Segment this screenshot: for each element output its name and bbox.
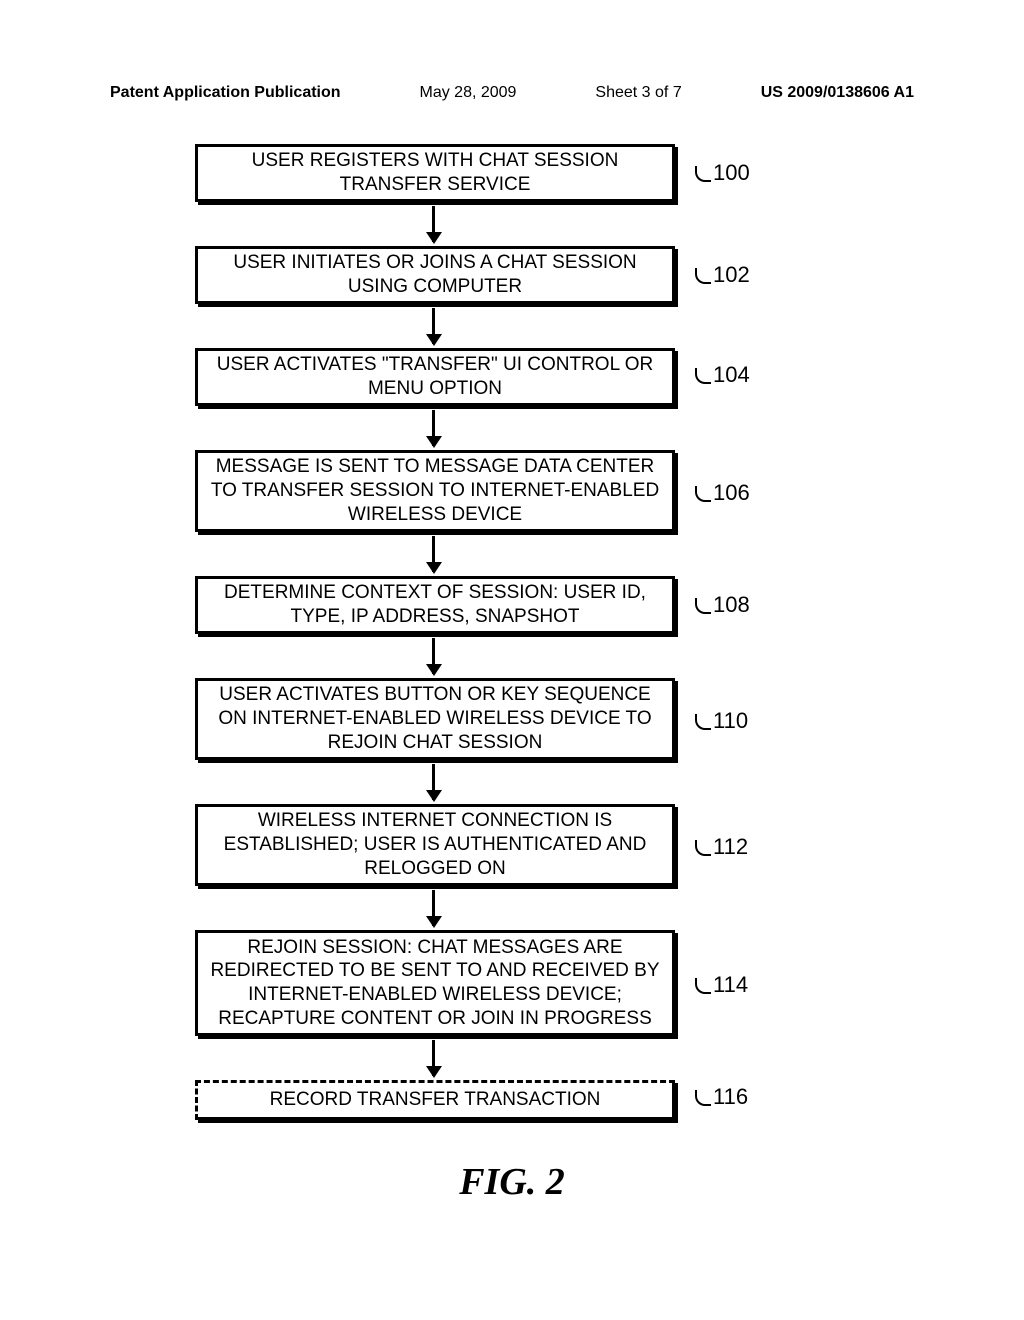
flow-arrow-1 [432, 308, 435, 344]
flow-step-100: USER REGISTERS WITH CHAT SESSION TRANSFE… [195, 144, 675, 202]
flow-arrow-5 [432, 764, 435, 800]
flow-ref-104: 104 [695, 362, 750, 388]
flow-step-114: REJOIN SESSION: CHAT MESSAGES ARE REDIRE… [195, 930, 675, 1036]
patent-page: Patent Application Publication May 28, 2… [0, 0, 1024, 1320]
flow-step-106: MESSAGE IS SENT TO MESSAGE DATA CENTER T… [195, 450, 675, 532]
figure-caption: FIG. 2 [0, 1160, 1024, 1204]
flow-step-108: DETERMINE CONTEXT OF SESSION: USER ID, T… [195, 576, 675, 634]
flow-arrow-0 [432, 206, 435, 242]
document-number: US 2009/0138606 A1 [761, 84, 914, 102]
flow-ref-116: 116 [695, 1084, 748, 1110]
flow-ref-112: 112 [695, 834, 748, 860]
flow-arrow-4 [432, 638, 435, 674]
flow-step-104: USER ACTIVATES "TRANSFER" UI CONTROL OR … [195, 348, 675, 406]
flowchart: USER REGISTERS WITH CHAT SESSION TRANSFE… [0, 140, 1024, 1320]
publication-date: May 28, 2009 [420, 84, 517, 102]
flow-step-102: USER INITIATES OR JOINS A CHAT SESSION U… [195, 246, 675, 304]
flow-arrow-7 [432, 1040, 435, 1076]
flow-step-112: WIRELESS INTERNET CONNECTION IS ESTABLIS… [195, 804, 675, 886]
flow-ref-102: 102 [695, 262, 750, 288]
publication-label: Patent Application Publication [110, 84, 341, 102]
flow-step-110: USER ACTIVATES BUTTON OR KEY SEQUENCE ON… [195, 678, 675, 760]
page-header: Patent Application Publication May 28, 2… [0, 84, 1024, 102]
flow-step-116: RECORD TRANSFER TRANSACTION [195, 1080, 675, 1120]
flow-ref-110: 110 [695, 708, 748, 734]
flow-arrow-3 [432, 536, 435, 572]
flow-arrow-2 [432, 410, 435, 446]
flow-ref-114: 114 [695, 972, 748, 998]
flow-ref-100: 100 [695, 160, 750, 186]
sheet-number: Sheet 3 of 7 [595, 84, 681, 102]
flow-ref-106: 106 [695, 480, 750, 506]
flow-ref-108: 108 [695, 592, 750, 618]
flow-arrow-6 [432, 890, 435, 926]
